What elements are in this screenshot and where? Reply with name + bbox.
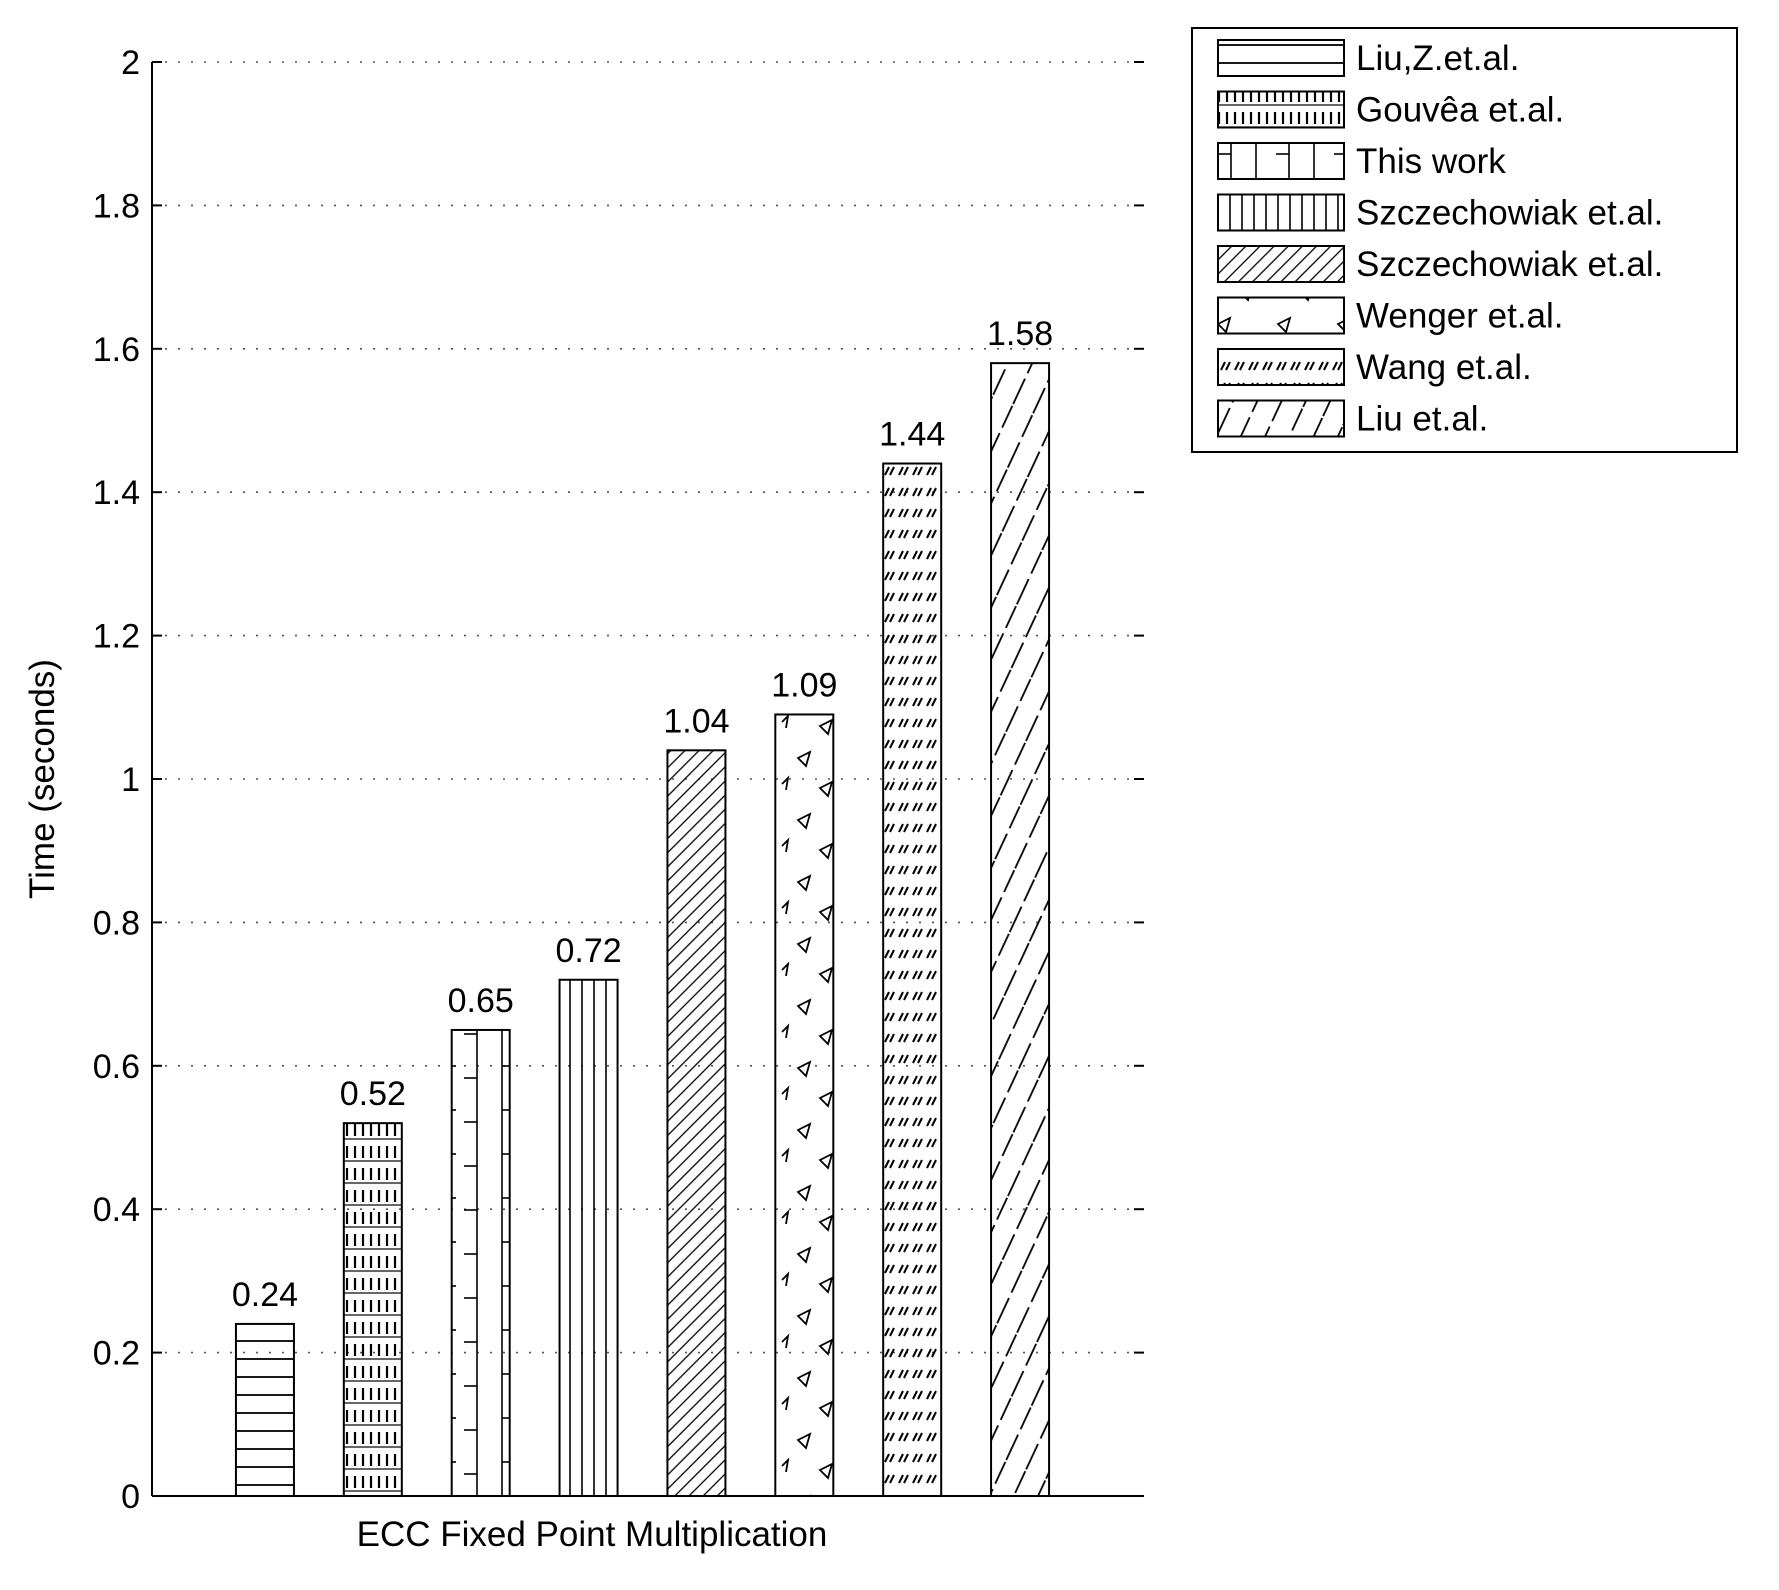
legend-label: Szczechowiak et.al. (1356, 245, 1663, 284)
legend-swatch (1217, 245, 1345, 283)
legend-label: This work (1356, 142, 1506, 181)
bar-value-label: 1.04 (663, 702, 729, 740)
bar (234, 1322, 295, 1498)
legend-swatch (1217, 193, 1345, 232)
legend-label: Wang et.al. (1356, 348, 1532, 387)
bar (450, 1028, 511, 1497)
bar-value-label: 0.72 (555, 932, 621, 970)
bar (558, 978, 619, 1497)
bar-value-label: 1.58 (987, 315, 1053, 353)
bar-value-label: 1.09 (771, 666, 837, 704)
legend-label: Liu,Z.et.al. (1356, 39, 1519, 78)
legend-swatch (1217, 348, 1345, 386)
legend-swatch (1217, 90, 1345, 129)
bar-value-label: 0.52 (340, 1075, 406, 1113)
legend: Liu,Z.et.al. Gouvêa et.al. This work Szczec… (1191, 27, 1738, 453)
bar (882, 462, 943, 1497)
bar-value-label: 0.65 (448, 982, 514, 1020)
y-tick-label: 2 (121, 44, 140, 82)
y-tick-label: 0.8 (93, 904, 140, 942)
y-tick-label: 0.6 (93, 1048, 140, 1086)
legend-label: Gouvêa et.al. (1356, 91, 1564, 130)
y-tick-label: 1.8 (93, 187, 140, 225)
y-tick-label: 0.4 (93, 1191, 140, 1229)
y-gridlines (152, 61, 1144, 1354)
y-axis-ticks: 0 0.2 0.4 0.6 0.8 1 1.2 1.4 1.6 1.8 2 (93, 44, 1144, 1516)
x-axis-label: ECC Fixed Point Multiplication (357, 1515, 828, 1554)
bar (342, 1122, 403, 1498)
bar (666, 749, 727, 1497)
legend-label: Szczechowiak et.al. (1356, 194, 1663, 233)
legend-label: Liu et.al. (1356, 400, 1488, 439)
legend-swatch (1217, 399, 1345, 438)
y-tick-label: 1.6 (93, 331, 140, 369)
y-tick-label: 1 (121, 761, 140, 799)
y-tick-label: 1.4 (93, 474, 140, 512)
y-tick-label: 0.2 (93, 1335, 140, 1373)
bar-value-label: 1.44 (879, 416, 945, 454)
legend-swatch (1217, 39, 1345, 77)
y-tick-label: 1.2 (93, 618, 140, 656)
bar-value-label: 0.24 (232, 1276, 298, 1314)
bar (774, 713, 835, 1497)
legend-swatch (1217, 142, 1345, 180)
legend-swatch (1217, 296, 1345, 335)
bar (990, 362, 1051, 1497)
bars: 0.24 0.52 0.65 0.72 1.04 1.09 1.44 1.58 (232, 315, 1053, 1498)
y-axis-label: Time (seconds) (23, 659, 62, 899)
legend-label: Wenger et.al. (1356, 297, 1564, 336)
y-tick-label: 0 (121, 1478, 140, 1516)
